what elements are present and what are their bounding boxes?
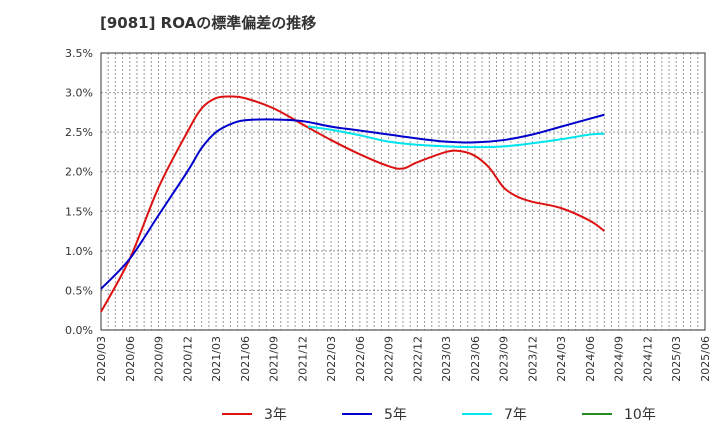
x-tick-label: 2023/06	[469, 336, 482, 382]
x-tick-label: 2020/06	[124, 336, 137, 382]
series-lines	[100, 95, 605, 313]
x-tick-label: 2025/03	[670, 336, 683, 382]
x-tick-label: 2024/09	[613, 336, 626, 382]
x-tick-label: 2023/09	[498, 336, 511, 382]
x-tick-label: 2022/06	[354, 336, 367, 382]
series-line-1	[100, 113, 605, 290]
chart-title: [9081] ROAの標準偏差の推移	[100, 14, 316, 32]
legend-label-3: 10年	[624, 407, 656, 423]
y-tick-label: 0.5%	[65, 284, 93, 297]
x-tick-label: 2021/06	[239, 336, 252, 382]
y-tick-label: 1.5%	[65, 205, 93, 218]
x-tick-label: 2025/06	[699, 336, 712, 382]
plot-border	[100, 52, 706, 331]
series-line-0	[100, 95, 605, 313]
x-tick-label: 2024/06	[584, 336, 597, 382]
x-tick-label: 2024/12	[641, 336, 654, 382]
legend-label-2: 7年	[504, 407, 527, 423]
x-tick-label: 2023/12	[526, 336, 539, 382]
y-tick-label: 3.5%	[65, 47, 93, 60]
x-tick-label: 2021/09	[268, 336, 281, 382]
x-tick-label: 2022/12	[411, 336, 424, 382]
legend-label-1: 5年	[384, 407, 407, 423]
legend: 3年 5年 7年 10年	[222, 407, 656, 423]
x-tick-label: 2022/03	[325, 336, 338, 382]
x-tick-label: 2024/03	[555, 336, 568, 382]
y-tick-label: 3.0%	[65, 87, 93, 100]
y-tick-label: 1.0%	[65, 245, 93, 258]
x-tick-label: 2020/09	[153, 336, 166, 382]
x-tick-label: 2020/12	[181, 336, 194, 382]
plot-grid	[101, 53, 705, 330]
x-axis-ticks: 2020/03 2020/06 2020/09 2020/12 2021/03 2021/…	[95, 336, 712, 382]
y-tick-label: 2.0%	[65, 166, 93, 179]
x-tick-label: 2021/12	[296, 336, 309, 382]
x-tick-label: 2023/03	[440, 336, 453, 382]
y-tick-label: 0.0%	[65, 324, 93, 337]
x-tick-label: 2021/03	[210, 336, 223, 382]
y-axis-ticks: 0.0% 0.5% 1.0% 1.5% 2.0% 2.5% 3.0% 3.5%	[65, 47, 93, 337]
series-line-2	[307, 125, 605, 149]
legend-label-0: 3年	[264, 407, 287, 423]
x-tick-label: 2020/03	[95, 336, 108, 382]
y-tick-label: 2.5%	[65, 126, 93, 139]
x-tick-label: 2022/09	[383, 336, 396, 382]
